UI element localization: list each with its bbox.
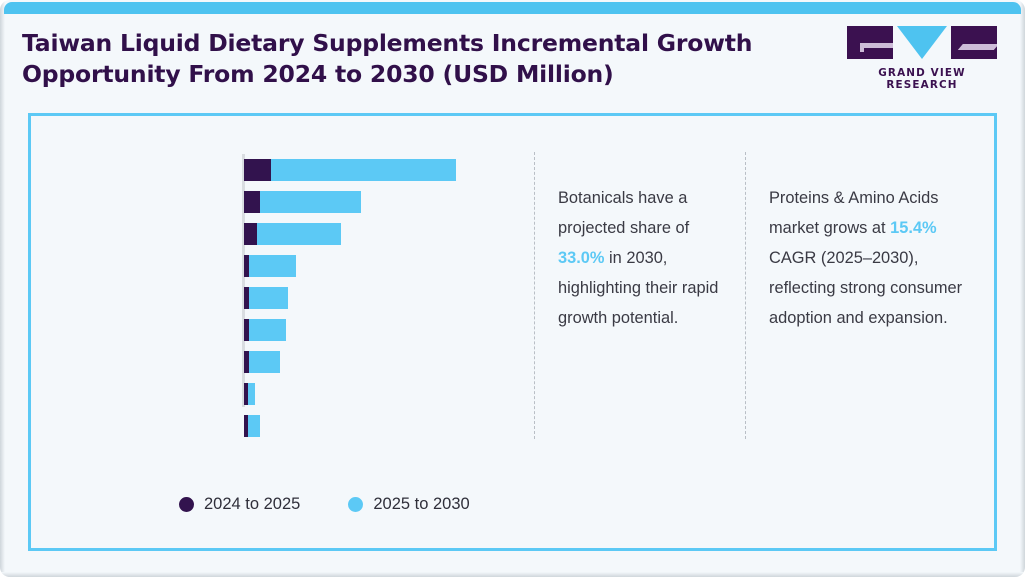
insight-highlight-value: 33.0% bbox=[558, 249, 605, 267]
divider-right bbox=[745, 152, 746, 439]
bar-track bbox=[244, 383, 255, 405]
bar-segment-1 bbox=[244, 191, 261, 213]
bar-segment-1 bbox=[244, 223, 257, 245]
bar-segment-2 bbox=[248, 351, 281, 373]
y-axis-line bbox=[242, 154, 245, 407]
bar-segment-2 bbox=[256, 223, 342, 245]
legend-label: 2024 to 2025 bbox=[204, 495, 301, 513]
header: Taiwan Liquid Dietary Supplements Increm… bbox=[0, 18, 1025, 106]
bar-segment-1 bbox=[244, 415, 248, 437]
top-accent-bar bbox=[4, 2, 1021, 14]
bar-segment-1 bbox=[244, 255, 250, 277]
bar-segment-1 bbox=[244, 351, 249, 373]
legend-item[interactable]: 2025 to 2030 bbox=[348, 495, 470, 514]
page-edge-bottom bbox=[0, 572, 1025, 577]
bar-track bbox=[244, 415, 261, 437]
bar-segment-2 bbox=[247, 383, 255, 405]
bar-segment-2 bbox=[247, 415, 261, 437]
bar-segment-2 bbox=[271, 159, 456, 181]
logo-g-icon bbox=[847, 26, 893, 59]
legend-item[interactable]: 2024 to 2025 bbox=[179, 495, 300, 514]
bar-segment-2 bbox=[260, 191, 362, 213]
chart-legend: 2024 to 2025 2025 to 2030 bbox=[179, 495, 470, 514]
chart-panel: BotanicalsVitaminProbioticsOmega Fatty A… bbox=[28, 113, 997, 551]
logo-wordmark: GRAND VIEW RESEARCH bbox=[878, 67, 966, 91]
bar-segment-1 bbox=[244, 319, 249, 341]
bar-chart: BotanicalsVitaminProbioticsOmega Fatty A… bbox=[31, 116, 543, 486]
bar-track bbox=[244, 287, 289, 309]
page-edge-left bbox=[0, 0, 5, 577]
insight-botanicals-share: Botanicals have a projected share of 33.… bbox=[558, 189, 719, 327]
page-title: Taiwan Liquid Dietary Supplements Increm… bbox=[22, 29, 753, 88]
bar-track bbox=[244, 255, 297, 277]
bar-segment-1 bbox=[244, 159, 272, 181]
insight-proteins-cagr: Proteins & Amino Acids market grows at 1… bbox=[769, 189, 963, 327]
divider-left bbox=[534, 152, 535, 439]
bar-track bbox=[244, 159, 456, 181]
bar-segment-1 bbox=[244, 383, 248, 405]
bar-track bbox=[244, 191, 362, 213]
bar-track bbox=[244, 351, 281, 373]
legend-swatch-icon bbox=[348, 497, 364, 512]
page-edge-right bbox=[1020, 0, 1025, 577]
logo-v-icon bbox=[897, 26, 947, 59]
bar-track bbox=[244, 319, 287, 341]
bar-segment-1 bbox=[244, 287, 250, 309]
bar-segment-2 bbox=[249, 255, 297, 277]
insight-highlight-value: 15.4% bbox=[890, 219, 937, 237]
bar-segment-2 bbox=[249, 287, 289, 309]
bar-track bbox=[244, 223, 342, 245]
bar-segment-2 bbox=[248, 319, 287, 341]
legend-swatch-icon bbox=[179, 497, 194, 512]
logo-r-icon bbox=[951, 26, 997, 59]
logo-marks bbox=[847, 26, 997, 62]
brand-logo: GRAND VIEW RESEARCH bbox=[847, 26, 997, 91]
legend-label: 2025 to 2030 bbox=[373, 495, 470, 513]
